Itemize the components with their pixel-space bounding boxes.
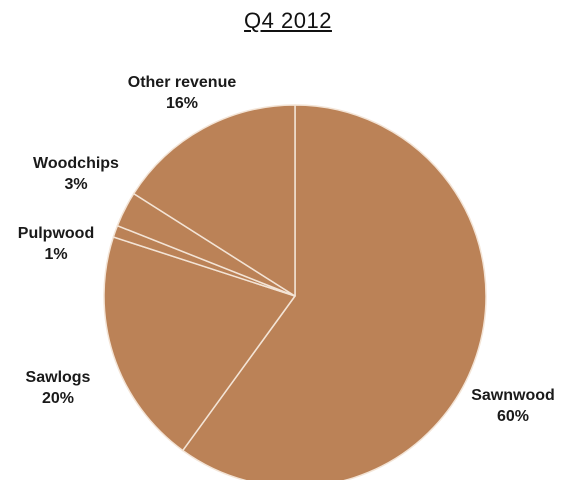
label-pulpwood-name: Pulpwood [17,225,95,242]
label-other-revenue-value: 16% [165,95,199,112]
slice-other-revenue [132,104,296,297]
label-woodchips-value: 3% [64,176,88,193]
label-other-revenue-name: Other revenue [127,74,237,91]
label-sawlogs-value: 20% [41,390,75,407]
label-sawnwood-name: Sawnwood [471,387,555,404]
label-pulpwood: Pulpwood 1% [6,223,106,265]
label-other-revenue: Other revenue 16% [108,72,256,114]
pie-slices [103,104,487,480]
label-sawlogs-name: Sawlogs [25,369,91,386]
slice-sawnwood [181,104,487,480]
chart-title: Q4 2012 [244,8,332,33]
label-pulpwood-value: 1% [44,246,68,263]
label-sawnwood-value: 60% [496,408,530,425]
slice-sawlogs [103,236,296,452]
label-sawnwood: Sawnwood 60% [470,385,556,427]
label-sawlogs: Sawlogs 20% [18,367,98,409]
label-woodchips: Woodchips 3% [26,153,126,195]
label-woodchips-name: Woodchips [33,155,119,172]
